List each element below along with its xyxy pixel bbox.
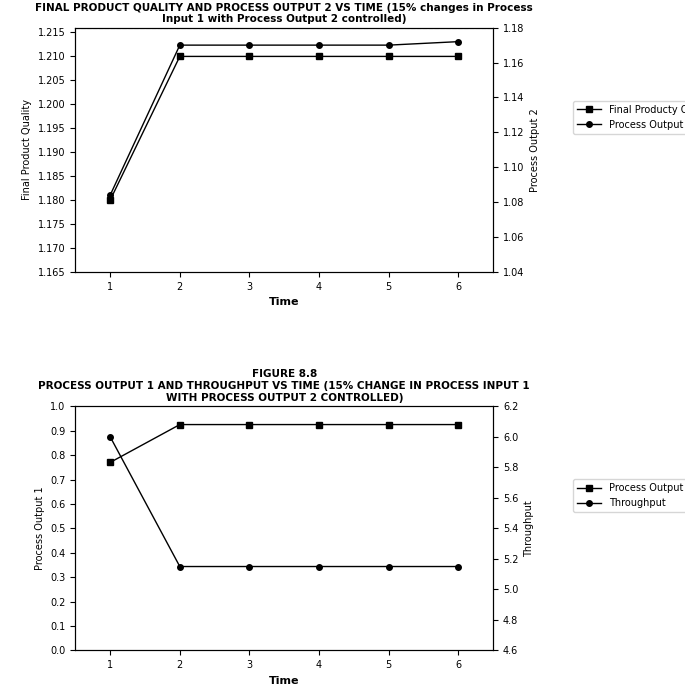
Process Output 2 [454,37,462,46]
Process Output 1 [454,421,462,429]
Final Producty Quality [454,53,462,61]
Line: Final Producty Quality: Final Producty Quality [108,54,461,203]
Final Producty Quality [106,196,114,204]
Throughput [384,563,393,571]
Legend: Process Output 1, Throughput: Process Output 1, Throughput [573,480,685,512]
Process Output 2 [106,191,114,199]
Process Output 1 [175,421,184,429]
Process Output 2 [175,41,184,49]
Throughput [454,563,462,571]
Process Output 2 [384,41,393,49]
Y-axis label: Process Output 2: Process Output 2 [530,108,540,192]
X-axis label: Time: Time [269,297,299,307]
Final Producty Quality [384,53,393,61]
Process Output 1 [106,458,114,466]
Line: Process Output 1: Process Output 1 [108,422,461,465]
Final Producty Quality [315,53,323,61]
Throughput [315,563,323,571]
Final Producty Quality [245,53,253,61]
Legend: Final Producty Quality, Process Output 2: Final Producty Quality, Process Output 2 [573,101,685,134]
Process Output 1 [245,421,253,429]
Final Producty Quality [175,53,184,61]
Process Output 2 [315,41,323,49]
Title: FIGURE 8.8
PROCESS OUTPUT 1 AND THROUGHPUT VS TIME (15% CHANGE IN PROCESS INPUT : FIGURE 8.8 PROCESS OUTPUT 1 AND THROUGHP… [38,370,530,403]
Process Output 1 [315,421,323,429]
Process Output 1 [384,421,393,429]
X-axis label: Time: Time [269,676,299,686]
Line: Process Output 2: Process Output 2 [108,39,461,198]
Line: Throughput: Throughput [108,434,461,570]
Title: FIGURE 8.7
FINAL PRODUCT QUALITY AND PROCESS OUTPUT 2 VS TIME (15% changes in Pr: FIGURE 8.7 FINAL PRODUCT QUALITY AND PRO… [36,0,533,24]
Throughput [175,563,184,571]
Y-axis label: Throughput: Throughput [524,500,534,557]
Process Output 2 [245,41,253,49]
Throughput [245,563,253,571]
Throughput [106,432,114,441]
Y-axis label: Process Output 1: Process Output 1 [35,486,45,570]
Y-axis label: Final Product Quality: Final Product Quality [23,99,32,200]
